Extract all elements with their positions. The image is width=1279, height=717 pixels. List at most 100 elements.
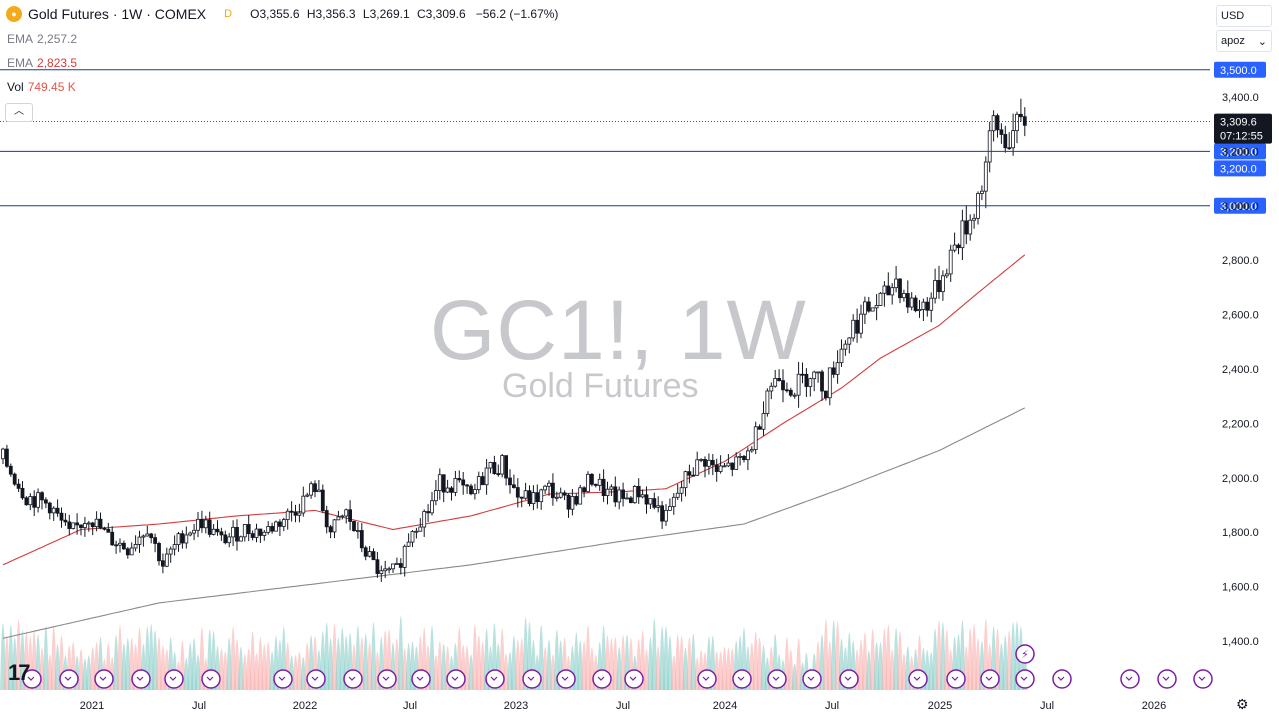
candle-body [500, 455, 505, 475]
candle-body [199, 518, 204, 529]
candle-body [777, 378, 781, 381]
candle-body [406, 541, 411, 547]
event-arrow-icon [629, 676, 637, 681]
candle-body [71, 522, 76, 529]
candle-body [28, 496, 33, 506]
candle-body [355, 530, 360, 532]
candle-body [890, 287, 895, 296]
candle-body [149, 533, 154, 539]
candle-body [277, 521, 282, 527]
ema-slow-legend[interactable]: EMA 2,257.2 [7, 32, 77, 46]
candle-body [94, 518, 99, 528]
candle-body [102, 527, 107, 530]
candle-body [746, 450, 750, 461]
candle-body [929, 297, 934, 311]
candle-body [480, 476, 485, 486]
event-arrow-icon [382, 676, 390, 681]
candle-body [898, 278, 902, 299]
tradingview-logo[interactable]: 17 [8, 660, 31, 685]
candle-body [773, 378, 778, 387]
candle-body [968, 219, 973, 235]
candle-body [703, 459, 707, 467]
candle-body [352, 521, 356, 532]
candle-body [886, 285, 891, 296]
candle-body [348, 509, 353, 522]
event-markers: ⚡ [22, 644, 1213, 689]
candle-body [987, 130, 992, 163]
candle-body [332, 519, 337, 533]
last-price-label: 3,309.6 [1220, 117, 1257, 129]
candle-body [816, 371, 820, 374]
candle-body [941, 275, 945, 293]
candle-body [707, 459, 711, 467]
level-tag-label: 3,500.0 [1220, 65, 1257, 77]
volume-histogram [0, 615, 1028, 690]
candle-body [453, 478, 458, 493]
candle-body [757, 426, 762, 430]
candle-body [472, 489, 477, 495]
candle-body [535, 492, 540, 503]
event-arrow-icon [1198, 676, 1206, 681]
currency-selector[interactable]: USD [1216, 5, 1272, 27]
chevron-down-icon: ⌄ [1257, 35, 1267, 48]
collapse-legend-button[interactable]: ︿ [5, 103, 33, 122]
price-tick-label: 1,400.0 [1222, 636, 1259, 648]
event-arrow-icon [772, 676, 780, 681]
candle-body [558, 492, 563, 498]
level-tag [1214, 143, 1266, 160]
candle-body [956, 244, 961, 249]
candle-body [952, 244, 957, 251]
candle-body [995, 115, 1000, 131]
candle-body [749, 449, 754, 452]
price-tick-label: 2,200.0 [1222, 418, 1259, 430]
candle-body [227, 536, 232, 544]
high-label: H [306, 7, 316, 21]
symbol-title[interactable]: Gold Futures · 1W · COMEX [28, 6, 207, 22]
candle-body [207, 519, 212, 535]
time-tick-label: 2026 [1142, 700, 1166, 712]
level-tag-label: 3,200.0 [1220, 163, 1257, 175]
event-arrow-icon [807, 676, 815, 681]
event-arrow-icon [278, 676, 286, 681]
candle-body [1011, 130, 1015, 149]
candle-body [188, 532, 193, 536]
candle-body [761, 413, 766, 430]
candle-body [636, 485, 641, 498]
level-tag [1214, 160, 1266, 177]
scale-mode-selector[interactable]: apoz ⌄ [1216, 30, 1272, 52]
event-arrow-icon [136, 676, 144, 681]
ema-fast-label: EMA [7, 56, 34, 70]
candle-body [870, 307, 875, 312]
gear-icon[interactable]: ⚙ [1236, 696, 1249, 712]
candle-body [1, 448, 5, 460]
candle-body [617, 489, 622, 503]
candle-body [285, 510, 290, 521]
lightning-icon: ⚡ [1021, 648, 1029, 661]
candle-body [211, 528, 216, 535]
candle-body [359, 530, 364, 549]
candle-body [964, 220, 969, 235]
candle-body [309, 483, 314, 496]
price-tick-label: 2,800.0 [1222, 255, 1259, 267]
candle-body [820, 371, 824, 392]
candle-body [878, 292, 883, 306]
candle-body [835, 362, 840, 375]
candle-body [839, 348, 844, 364]
time-tick-label: Jul [1040, 700, 1054, 712]
volume-bar [822, 619, 829, 690]
event-arrow-icon [561, 676, 569, 681]
volume-legend[interactable]: Vol 749.45 K [7, 80, 76, 94]
candle-body [465, 484, 470, 487]
candle-body [512, 484, 516, 488]
candle-body [118, 542, 122, 546]
time-tick-label: Jul [192, 700, 206, 712]
ema-fast-legend[interactable]: EMA 2,823.5 [7, 56, 77, 70]
candle-body [203, 519, 208, 529]
candle-body [722, 465, 727, 468]
volume-bar [370, 622, 377, 690]
time-axis: 2021 Jul 2022 Jul 2023 Jul 2024 Jul 2025 Jul 2026 [80, 700, 1166, 712]
symbol-header: ● Gold Futures · 1W · COMEX D O3,355.6 H… [6, 6, 558, 22]
candle-body [398, 563, 403, 568]
volume-bar [787, 649, 794, 690]
